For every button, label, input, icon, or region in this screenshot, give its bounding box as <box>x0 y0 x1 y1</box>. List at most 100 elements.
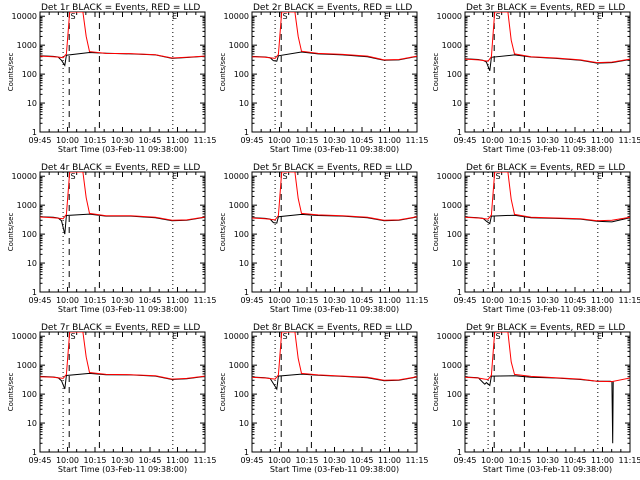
y-axis-label: Counts/sec <box>7 373 15 412</box>
x-tick-label: 11:15 <box>193 296 216 305</box>
start-marker-label: S <box>70 172 75 181</box>
y-tick-label: 10 <box>27 99 37 108</box>
x-tick-label: 10:45 <box>138 296 161 305</box>
end-marker-label: E <box>384 12 389 21</box>
x-tick-label: 10:30 <box>323 456 346 465</box>
detector-panel-5: 1 10 100 1000 10000 09:45 10:00 10:15 10:30 10:45… <box>219 163 429 314</box>
x-tick-label: 11:15 <box>405 136 428 145</box>
x-tick-label: 10:15 <box>295 296 318 305</box>
x-tick-label: 10:45 <box>350 296 373 305</box>
start-marker-label: S <box>70 332 75 341</box>
x-tick-label: 11:00 <box>378 296 401 305</box>
x-tick-label: 10:15 <box>508 136 531 145</box>
x-tick-label: 10:15 <box>83 456 106 465</box>
x-tick-label: 09:45 <box>240 296 263 305</box>
x-tick-label: 10:30 <box>323 136 346 145</box>
y-tick-label: 10000 <box>437 172 462 181</box>
y-tick-label: 10 <box>239 99 249 108</box>
y-tick-label: 100 <box>234 390 249 399</box>
start-marker-label: S <box>495 172 500 181</box>
y-tick-label: 100 <box>447 70 462 79</box>
panel-title: Det 2r BLACK = Events, RED = LLD <box>253 3 412 13</box>
x-tick-label: 10:45 <box>138 456 161 465</box>
y-tick-label: 1 <box>32 448 37 457</box>
lld-line <box>40 332 205 380</box>
panel-title: Det 7r BLACK = Events, RED = LLD <box>41 323 200 333</box>
end-marker-label: E <box>384 172 389 181</box>
y-tick-label: 10 <box>27 259 37 268</box>
y-axis-label: Counts/sec <box>7 53 15 92</box>
x-tick-label: 11:15 <box>193 136 216 145</box>
x-tick-label: 11:00 <box>166 456 189 465</box>
panel-title: Det 1r BLACK = Events, RED = LLD <box>41 3 200 13</box>
detector-panel-6: 1 10 100 1000 10000 09:45 10:00 10:15 10:30 10:45… <box>432 163 640 314</box>
x-tick-label: 10:30 <box>111 296 134 305</box>
plot-frame <box>251 331 418 453</box>
detector-panel-2: 1 10 100 1000 10000 09:45 10:00 10:15 10:30 10:45… <box>219 3 429 154</box>
start-marker-label: S <box>282 12 287 21</box>
start-marker-label: S <box>70 12 75 21</box>
y-tick-label: 100 <box>447 230 462 239</box>
x-tick-label: 09:45 <box>453 456 476 465</box>
y-axis-label: Counts/sec <box>432 213 440 252</box>
y-tick-label: 10 <box>452 419 462 428</box>
lld-line <box>252 12 417 61</box>
x-tick-label: 10:30 <box>111 136 134 145</box>
x-tick-label: 10:15 <box>295 136 318 145</box>
y-tick-label: 10000 <box>224 172 249 181</box>
detector-panel-4: 1 10 100 1000 10000 09:45 10:00 10:15 10:30 10:45… <box>7 163 217 314</box>
y-tick-label: 1 <box>457 128 462 137</box>
y-tick-label: 10000 <box>437 332 462 341</box>
y-tick-label: 10 <box>452 259 462 268</box>
x-axis-label: Start Time (03-Feb-11 09:38:00) <box>58 465 187 474</box>
y-tick-label: 10000 <box>437 12 462 21</box>
x-tick-label: 09:45 <box>28 136 51 145</box>
x-tick-label: 10:00 <box>268 456 291 465</box>
y-tick-label: 1 <box>32 288 37 297</box>
start-marker-label: S <box>495 12 500 21</box>
y-tick-label: 1000 <box>442 201 462 210</box>
x-tick-label: 10:30 <box>323 296 346 305</box>
x-tick-label: 11:00 <box>378 456 401 465</box>
x-tick-label: 10:00 <box>481 296 504 305</box>
plot-frame <box>464 331 631 453</box>
y-tick-label: 10 <box>239 259 249 268</box>
panel-title: Det 8r BLACK = Events, RED = LLD <box>253 323 412 333</box>
x-axis-label: Start Time (03-Feb-11 09:38:00) <box>58 145 187 154</box>
panel-title: Det 3r BLACK = Events, RED = LLD <box>466 3 625 13</box>
y-axis-label: Counts/sec <box>432 53 440 92</box>
x-tick-label: 11:00 <box>591 136 614 145</box>
y-tick-label: 100 <box>447 390 462 399</box>
y-tick-label: 10 <box>27 419 37 428</box>
x-tick-label: 10:45 <box>563 136 586 145</box>
end-marker-label: E <box>384 332 389 341</box>
end-marker-label: E <box>597 332 602 341</box>
x-tick-label: 11:00 <box>166 136 189 145</box>
x-tick-label: 11:15 <box>405 296 428 305</box>
y-tick-label: 10000 <box>12 332 37 341</box>
lld-line <box>252 172 417 221</box>
lld-line <box>465 332 630 383</box>
x-tick-label: 10:00 <box>56 136 79 145</box>
end-marker-label: E <box>172 12 177 21</box>
y-axis-label: Counts/sec <box>7 213 15 252</box>
x-tick-label: 09:45 <box>28 456 51 465</box>
x-tick-label: 11:00 <box>591 296 614 305</box>
x-tick-label: 10:15 <box>295 456 318 465</box>
plot-frame <box>464 171 631 293</box>
lld-line <box>465 12 630 64</box>
x-tick-label: 10:45 <box>563 456 586 465</box>
x-tick-label: 10:15 <box>83 296 106 305</box>
detector-panel-7: 1 10 100 1000 10000 09:45 10:00 10:15 10:30 10:45… <box>7 323 217 474</box>
plot-frame <box>251 11 418 133</box>
x-tick-label: 10:15 <box>508 296 531 305</box>
panel-title: Det 4r BLACK = Events, RED = LLD <box>41 163 200 173</box>
y-tick-label: 10000 <box>12 12 37 21</box>
y-axis-label: Counts/sec <box>219 373 227 412</box>
y-tick-label: 100 <box>22 390 37 399</box>
start-marker-label: S <box>282 172 287 181</box>
panel-title: Det 5r BLACK = Events, RED = LLD <box>253 163 412 173</box>
x-tick-label: 10:15 <box>508 456 531 465</box>
y-tick-label: 1000 <box>229 361 249 370</box>
